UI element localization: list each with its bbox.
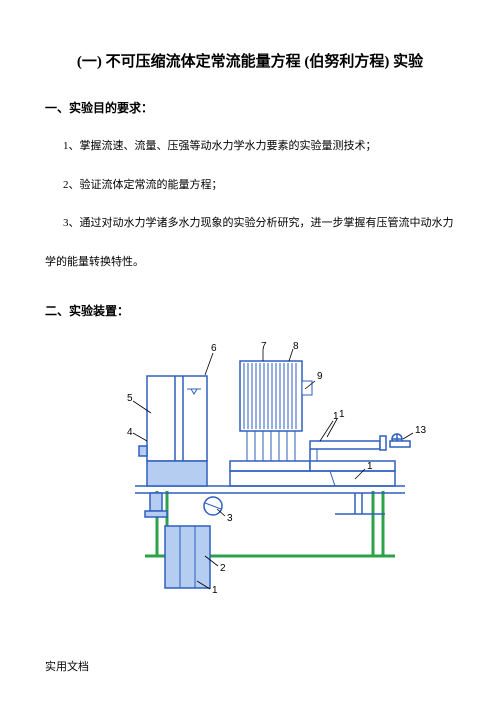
footer-text: 实用文档 — [45, 658, 89, 674]
objective-2: 2、验证流体定常流的能量方程； — [45, 177, 455, 194]
page-title: (一) 不可压缩流体定常流能量方程 (伯努利方程) 实验 — [45, 50, 455, 71]
label-4: 4 — [127, 427, 133, 438]
label-1c: 1 — [333, 411, 339, 422]
section2-heading: 二、实验装置： — [45, 302, 455, 319]
bottom-reservoir — [165, 526, 210, 588]
objective-1: 1、掌握流速、流量、压强等动水力学水力要素的实验量测技术； — [45, 138, 455, 155]
label-8: 8 — [293, 341, 299, 352]
manometer-board — [240, 361, 312, 431]
pipe-run — [230, 434, 410, 471]
label-5: 5 — [127, 393, 133, 404]
label-13: 13 — [415, 425, 427, 436]
label-2: 2 — [220, 563, 226, 574]
objective-3: 3、通过对动水力学诸多水力现象的实验分析研究，进一步掌握有压管流中动水力 — [45, 215, 455, 232]
label-1: 1 — [212, 585, 218, 596]
label-1a: 1 — [339, 409, 345, 420]
section1-heading: 一、实验目的要求： — [45, 99, 455, 116]
objective-3-continued: 学的能量转换特性。 — [45, 254, 455, 271]
apparatus-diagram: 5 4 6 7 8 9 1 1 1 13 3 2 1 — [105, 341, 445, 601]
table-top — [135, 486, 405, 493]
left-pipe — [145, 493, 167, 517]
manometer-tubes — [247, 431, 295, 461]
head-tank — [139, 376, 207, 461]
label-1b: 1 — [367, 461, 373, 472]
label-6: 6 — [211, 343, 217, 354]
label-7: 7 — [261, 341, 267, 352]
label-9: 9 — [317, 371, 323, 382]
label-3: 3 — [227, 513, 233, 524]
